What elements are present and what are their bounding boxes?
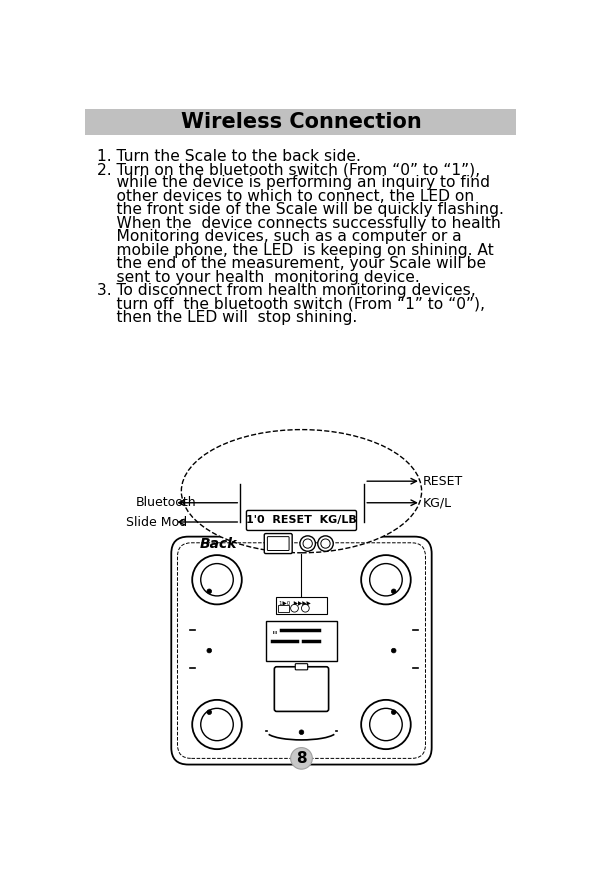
- Circle shape: [207, 649, 211, 653]
- Circle shape: [300, 535, 316, 551]
- Ellipse shape: [181, 429, 422, 553]
- Text: other devices to which to connect, the LED on: other devices to which to connect, the L…: [97, 189, 474, 204]
- Text: 1'0  RESET  KG/LB: 1'0 RESET KG/LB: [246, 515, 357, 526]
- Text: then the LED will  stop shining.: then the LED will stop shining.: [97, 311, 357, 326]
- Circle shape: [201, 564, 233, 596]
- Text: turn off  the bluetooth switch (From “1” to “0”),: turn off the bluetooth switch (From “1” …: [97, 296, 485, 312]
- FancyBboxPatch shape: [246, 511, 356, 530]
- Circle shape: [370, 564, 402, 596]
- Text: ": ": [272, 630, 278, 643]
- Text: 8: 8: [296, 750, 307, 766]
- FancyBboxPatch shape: [264, 534, 292, 554]
- Bar: [266, 620, 337, 660]
- Text: Monitoring devices, such as a computer or a: Monitoring devices, such as a computer o…: [97, 229, 462, 244]
- Text: Bluetooth: Bluetooth: [135, 496, 196, 509]
- FancyBboxPatch shape: [274, 666, 329, 712]
- Text: 1. Turn the Scale to the back side.: 1. Turn the Scale to the back side.: [97, 149, 360, 164]
- Circle shape: [391, 649, 396, 653]
- Circle shape: [290, 748, 312, 769]
- FancyBboxPatch shape: [267, 536, 289, 550]
- Circle shape: [192, 700, 242, 749]
- Circle shape: [302, 604, 309, 612]
- Text: the end of the measurement, your Scale will be: the end of the measurement, your Scale w…: [97, 257, 486, 272]
- Text: 3. To disconnect from health monitoring devices,: 3. To disconnect from health monitoring …: [97, 283, 476, 298]
- Text: 1▶0  ▶▶▶▶: 1▶0 ▶▶▶▶: [279, 601, 311, 605]
- Circle shape: [317, 535, 333, 551]
- Circle shape: [361, 700, 411, 749]
- Circle shape: [321, 539, 330, 548]
- Text: When the  device connects successfully to health: When the device connects successfully to…: [97, 216, 501, 231]
- Text: while the device is performing an inquiry to find: while the device is performing an inquir…: [97, 175, 490, 190]
- Circle shape: [201, 708, 233, 741]
- Text: the front side of the Scale will be quickly flashing.: the front side of the Scale will be quic…: [97, 203, 504, 218]
- Text: sent to your health  monitoring device.: sent to your health monitoring device.: [97, 270, 419, 285]
- Circle shape: [361, 555, 411, 604]
- Circle shape: [391, 589, 396, 594]
- Text: Back: Back: [200, 536, 237, 550]
- Circle shape: [391, 710, 396, 714]
- Circle shape: [290, 604, 299, 612]
- Circle shape: [192, 555, 242, 604]
- Text: 2. Turn on the bluetooth switch (From “0” to “1”),: 2. Turn on the bluetooth switch (From “0…: [97, 162, 480, 177]
- Circle shape: [370, 708, 402, 741]
- Text: Slide Mod: Slide Mod: [126, 515, 187, 528]
- FancyBboxPatch shape: [85, 109, 516, 135]
- FancyBboxPatch shape: [171, 536, 432, 765]
- Text: KG/L: KG/L: [423, 496, 452, 509]
- Bar: [278, 605, 289, 612]
- Circle shape: [207, 710, 211, 714]
- Circle shape: [299, 730, 304, 735]
- Text: Wireless Connection: Wireless Connection: [181, 112, 422, 132]
- FancyBboxPatch shape: [295, 664, 307, 670]
- Text: RESET: RESET: [423, 474, 464, 488]
- Circle shape: [303, 539, 312, 548]
- Text: mobile phone, the LED  is keeping on shining. At: mobile phone, the LED is keeping on shin…: [97, 242, 494, 258]
- Bar: [276, 596, 327, 613]
- Circle shape: [207, 589, 211, 594]
